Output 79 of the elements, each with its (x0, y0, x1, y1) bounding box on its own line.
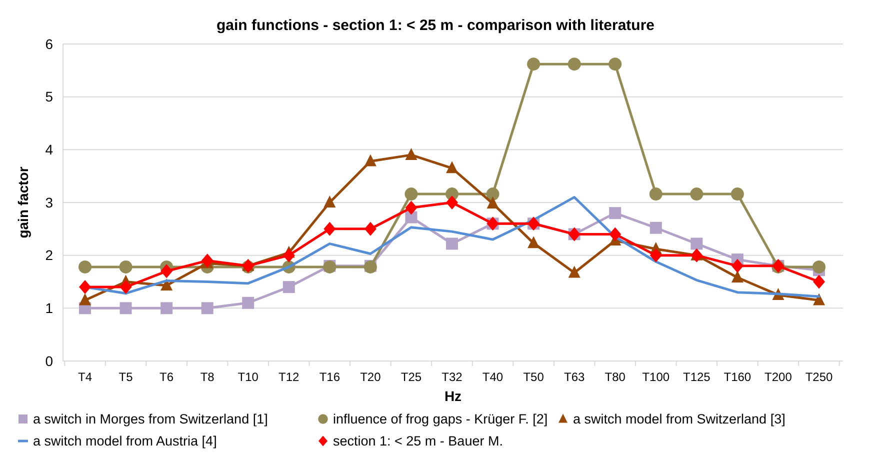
legend-label: influence of frog gaps - Krüger F. [2] (333, 412, 548, 427)
point (528, 236, 540, 248)
y-tick-label: 2 (45, 247, 54, 264)
point (404, 188, 418, 201)
point (201, 302, 214, 314)
x-tick-label: T4 (78, 370, 92, 384)
point (568, 266, 580, 278)
legend-label: a switch model from Austria [4] (33, 434, 217, 449)
point (608, 58, 622, 71)
point (324, 222, 336, 236)
point (78, 260, 92, 274)
point (690, 188, 704, 201)
point (324, 196, 336, 208)
x-tick-label: T16 (319, 370, 340, 384)
point (650, 248, 662, 262)
x-tick-label: T6 (160, 370, 174, 384)
point (364, 222, 376, 236)
x-tick-label: T8 (200, 370, 215, 384)
point (486, 196, 499, 209)
x-tick-label: T200 (764, 370, 792, 384)
point (120, 280, 132, 294)
point (568, 58, 581, 71)
legend-label: a switch model from Switzerland [3] (573, 412, 786, 427)
point (812, 260, 826, 274)
chart-title: gain functions - section 1: < 25 m - comparison with literature (216, 17, 654, 34)
point (650, 222, 662, 234)
x-tick-label: T63 (564, 370, 585, 384)
point (282, 281, 295, 294)
x-axis-title: Hz (444, 388, 462, 404)
x-tick-label: T80 (604, 370, 626, 384)
point (446, 238, 458, 250)
point (649, 188, 662, 201)
x-tick-label: T160 (724, 370, 752, 384)
point (242, 296, 254, 309)
point (527, 58, 540, 71)
point (160, 264, 173, 278)
point (446, 196, 458, 210)
point (486, 188, 500, 201)
point (731, 258, 744, 273)
point (160, 302, 173, 314)
point (609, 207, 622, 220)
point (405, 200, 418, 215)
point (282, 248, 295, 262)
x-tick-label: T32 (442, 370, 463, 384)
point (731, 270, 744, 283)
point (160, 278, 173, 290)
point (119, 260, 132, 274)
legend-label: section 1: < 25 m - Bauer M. (333, 434, 503, 449)
point (609, 227, 622, 242)
x-tick-label: T250 (805, 370, 833, 384)
point (79, 280, 91, 294)
point (730, 188, 744, 201)
x-tick-label: T100 (642, 370, 670, 384)
legend-label: a switch in Morges from Switzerland [1] (33, 412, 268, 427)
y-tick-label: 5 (45, 88, 54, 105)
point (813, 274, 825, 289)
x-tick-label: T5 (118, 370, 134, 384)
point (405, 211, 418, 224)
point (120, 302, 132, 314)
y-tick-label: 0 (45, 352, 54, 369)
point (690, 238, 703, 250)
y-axis-title: gain factor (15, 166, 31, 238)
y-tick-label: 1 (45, 300, 54, 316)
y-tick-label: 3 (45, 194, 54, 210)
point (446, 161, 458, 174)
x-tick-label: T40 (482, 370, 504, 384)
point (201, 254, 214, 268)
x-tick-label: T12 (278, 370, 300, 384)
point (405, 148, 418, 160)
point (79, 293, 91, 306)
x-tick-label: T20 (360, 370, 382, 384)
point (364, 154, 376, 166)
x-tick-label: T10 (238, 370, 259, 384)
y-tick-label: 4 (45, 142, 54, 158)
x-tick-label: T50 (523, 370, 544, 384)
point (813, 293, 825, 306)
y-tick-label: 6 (45, 36, 54, 52)
x-tick-label: T125 (682, 370, 711, 384)
x-tick-label: T25 (400, 370, 422, 384)
